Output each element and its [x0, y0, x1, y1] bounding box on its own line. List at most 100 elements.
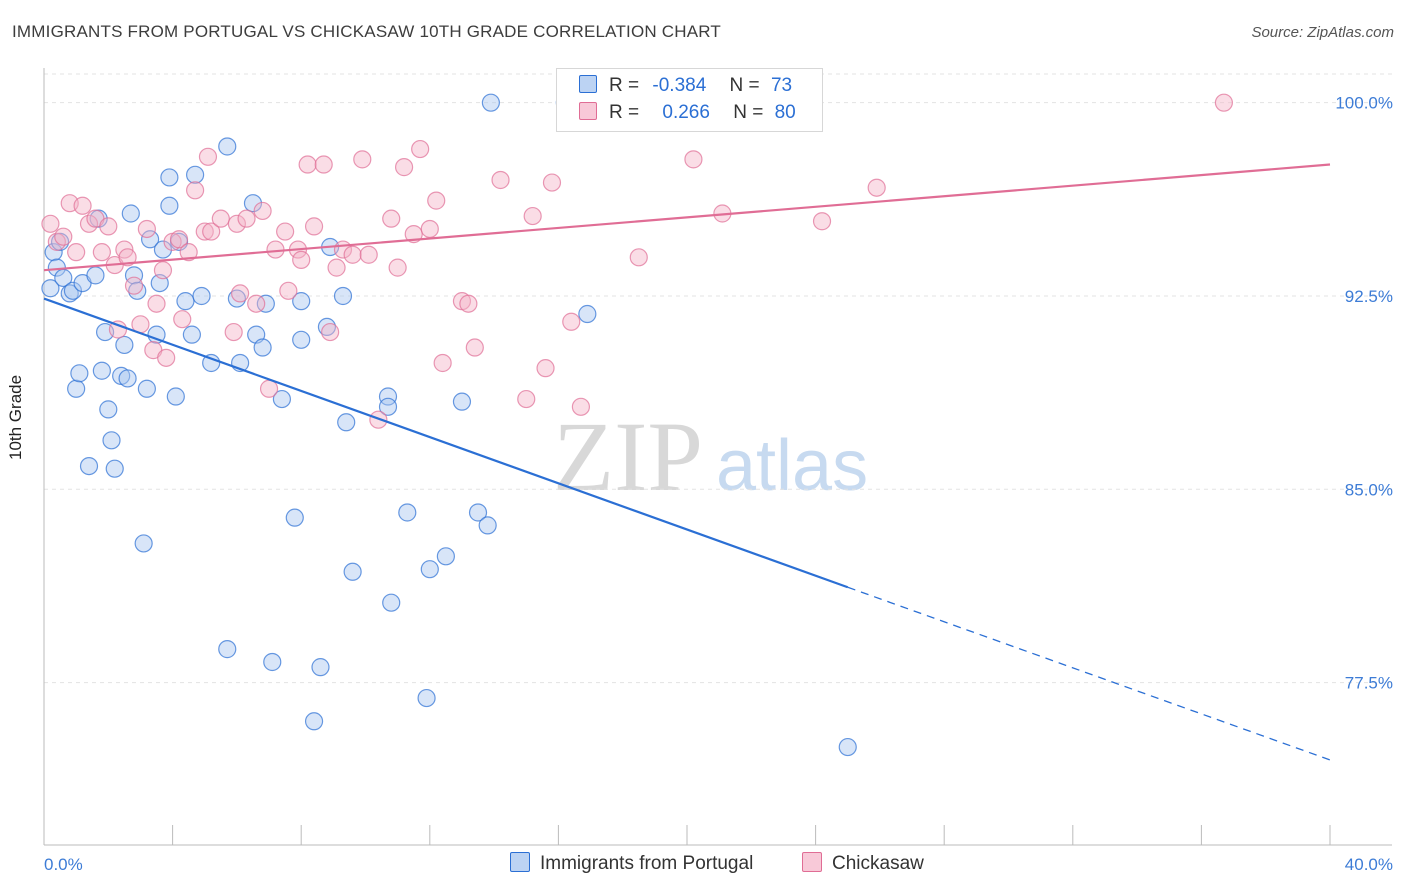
data-point: [292, 250, 311, 269]
data-point: [211, 209, 230, 228]
y-tick-label: 85.0%: [1345, 480, 1393, 499]
data-point: [382, 593, 401, 612]
data-point: [259, 379, 279, 398]
trend-line: [43, 297, 849, 589]
data-point: [137, 219, 156, 239]
x-tick-label: 0.0%: [44, 855, 83, 874]
data-point: [86, 266, 105, 285]
data-point: [253, 338, 272, 357]
data-point: [218, 137, 237, 156]
legend-r-value: -0.384: [652, 75, 707, 96]
data-point: [99, 217, 118, 236]
data-point: [327, 258, 346, 277]
data-point: [436, 547, 455, 566]
data-point: [298, 155, 317, 174]
trend-line-extension: [847, 586, 1331, 761]
legend-row-portugal: R = -0.384 N = 73: [579, 75, 792, 97]
data-point: [838, 737, 857, 757]
data-point: [67, 243, 86, 262]
watermark-atlas: atlas: [716, 426, 868, 506]
data-point: [333, 286, 353, 306]
data-point: [243, 194, 263, 213]
data-point: [292, 330, 311, 349]
data-point: [523, 206, 542, 226]
y-tick-label: 92.5%: [1345, 287, 1393, 306]
data-point: [343, 562, 362, 581]
data-point: [79, 456, 99, 476]
data-point: [124, 266, 144, 285]
data-point: [292, 292, 311, 311]
data-point: [99, 400, 118, 419]
data-point: [140, 230, 160, 249]
legend-r-label: R =: [609, 102, 640, 123]
data-point: [256, 294, 275, 313]
data-point: [160, 168, 179, 187]
data-point: [382, 209, 401, 228]
data-point: [166, 387, 185, 406]
data-point: [417, 688, 436, 708]
data-point: [321, 322, 340, 342]
data-point: [41, 279, 60, 298]
data-point: [92, 361, 111, 380]
data-point: [491, 170, 510, 190]
data-point: [1214, 93, 1234, 112]
series-chickasaw: [41, 93, 1234, 429]
data-point: [92, 243, 111, 262]
data-point: [420, 560, 439, 579]
data-point: [186, 165, 205, 184]
data-point: [420, 219, 439, 239]
data-point: [105, 459, 124, 478]
data-point: [684, 150, 703, 169]
data-point: [173, 310, 192, 329]
data-point: [153, 261, 173, 280]
data-point: [176, 292, 195, 311]
bottom-legend-portugal: Immigrants from Portugal: [510, 852, 753, 875]
data-point: [198, 147, 218, 166]
data-point: [182, 325, 201, 344]
data-point: [169, 230, 189, 249]
series-portugal: [41, 93, 857, 757]
data-point: [263, 652, 282, 672]
data-point: [160, 196, 179, 215]
data-point: [41, 214, 60, 233]
legend-row-chickasaw: R = 0.266 N = 80: [579, 102, 796, 124]
data-point: [359, 245, 378, 264]
data-point: [317, 317, 337, 337]
data-point: [134, 534, 153, 553]
legend-r-value: 0.266: [662, 102, 710, 123]
legend-r-label: R =: [609, 75, 640, 96]
data-point: [192, 286, 211, 306]
data-point: [67, 379, 86, 398]
data-point: [266, 240, 285, 259]
data-point: [394, 158, 414, 177]
data-point: [304, 217, 324, 236]
data-point: [202, 222, 221, 241]
data-point: [60, 284, 79, 303]
data-point: [227, 289, 246, 308]
data-point: [147, 294, 166, 313]
data-point: [147, 325, 166, 344]
data-point: [44, 243, 63, 262]
data-point: [427, 191, 446, 210]
data-point: [276, 222, 295, 241]
data-point: [433, 353, 452, 373]
legend-swatch-pink: [579, 102, 597, 120]
data-point: [388, 258, 407, 277]
data-point: [224, 322, 243, 342]
data-point: [137, 379, 156, 398]
data-point: [253, 201, 272, 221]
data-point: [118, 369, 137, 388]
data-point: [115, 335, 134, 355]
y-tick-label: 77.5%: [1345, 674, 1393, 693]
data-point: [157, 348, 176, 367]
data-point: [542, 173, 562, 192]
data-point: [279, 281, 298, 300]
data-point: [121, 204, 140, 223]
data-point: [536, 359, 555, 378]
bottom-legend-swatch-pink: [802, 852, 822, 872]
data-point: [562, 312, 581, 331]
data-point: [304, 712, 324, 731]
data-point: [337, 413, 356, 432]
data-point: [411, 139, 430, 159]
